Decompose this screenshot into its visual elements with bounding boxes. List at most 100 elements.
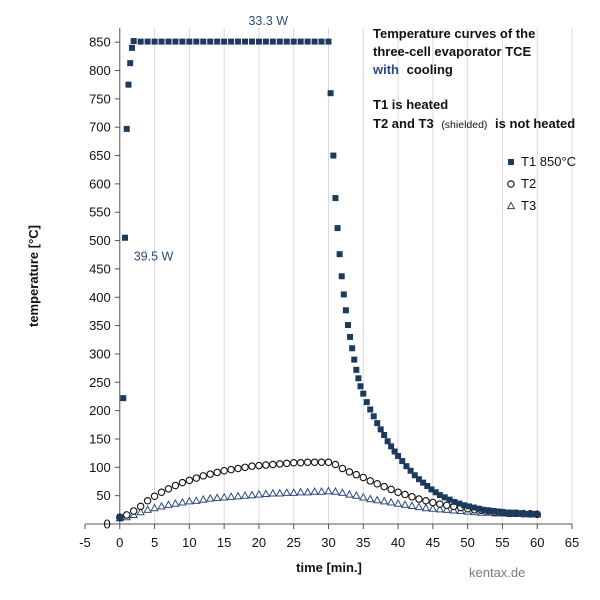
point-t2-2 xyxy=(129,507,138,515)
point-t1-16 xyxy=(193,38,200,45)
point-t2-20 xyxy=(255,461,263,470)
point-t2-8 xyxy=(171,481,180,490)
y-tick-label-550: 550 xyxy=(89,205,111,220)
y-tick-label-300: 300 xyxy=(89,346,111,361)
point-t2-38 xyxy=(380,482,388,491)
title-line-3: with cooling xyxy=(372,62,453,77)
point-t1-64 xyxy=(407,467,414,474)
series-t1 xyxy=(116,38,541,521)
legend-marker-t2 xyxy=(507,180,515,188)
point-t2-14 xyxy=(213,468,221,477)
point-t3-10 xyxy=(185,496,194,505)
point-t3-5 xyxy=(150,503,159,512)
point-t1-72 xyxy=(441,494,448,501)
x-tick-label-55: 55 xyxy=(495,535,509,550)
legend-label-t1: T1 850°C xyxy=(521,154,576,169)
point-t3-18 xyxy=(240,491,250,499)
legend-marker-t3 xyxy=(506,201,516,210)
watermark: kentax.de xyxy=(469,565,525,580)
point-t1-62 xyxy=(399,458,406,465)
point-t2-28 xyxy=(310,458,319,466)
cooling-highlight: with xyxy=(372,62,399,77)
point-t3-14 xyxy=(212,493,222,502)
point-t1-85 xyxy=(504,509,511,516)
point-t1-11 xyxy=(158,38,165,45)
point-t1-46 xyxy=(349,345,356,352)
tick-labels: -5 0 5 10 15 20 25 30 35 40 45 50 55 60 65050100150200… xyxy=(79,35,579,550)
point-t1-67 xyxy=(420,479,427,486)
point-t1-0 xyxy=(116,514,123,521)
point-t1-32 xyxy=(304,38,311,45)
x-tick-label-25: 25 xyxy=(286,535,300,550)
point-t2-30 xyxy=(324,458,333,466)
point-t1-71 xyxy=(436,492,443,499)
point-t2-5 xyxy=(150,492,159,500)
y-tick-label-50: 50 xyxy=(96,488,110,503)
point-t3-29 xyxy=(317,487,326,495)
point-t1-75 xyxy=(456,500,463,507)
point-t2-16 xyxy=(227,465,235,474)
point-t1-4 xyxy=(125,81,132,88)
point-t2-19 xyxy=(248,462,256,470)
point-t2-34 xyxy=(352,470,361,479)
cooling-word: cooling xyxy=(407,62,453,77)
point-t2-43 xyxy=(415,495,423,503)
point-t3-19 xyxy=(247,490,257,499)
point-t3-24 xyxy=(282,488,292,496)
point-t1-65 xyxy=(411,472,418,479)
point-t1-83 xyxy=(495,508,502,515)
point-t2-44 xyxy=(422,497,430,505)
y-tick-label-750: 750 xyxy=(89,91,111,106)
point-t2-41 xyxy=(401,490,409,499)
point-t1-3 xyxy=(123,125,130,132)
point-t1-73 xyxy=(446,496,453,503)
point-t1-52 xyxy=(363,399,370,406)
x-tick-label-40: 40 xyxy=(391,535,405,550)
point-t2-29 xyxy=(317,458,326,466)
x-tick-label--5: -5 xyxy=(79,535,91,550)
point-t1-13 xyxy=(172,38,179,45)
point-t3-7 xyxy=(164,500,173,508)
y-axis-label: temperature [°C] xyxy=(26,225,41,327)
point-t3-25 xyxy=(289,488,298,496)
point-t2-33 xyxy=(345,468,354,476)
point-t2-3 xyxy=(136,502,145,511)
point-t1-14 xyxy=(179,38,186,45)
point-t2-6 xyxy=(157,488,166,497)
point-t3-31 xyxy=(331,487,340,495)
annotations: 33.3 W 39.5 W xyxy=(134,14,289,263)
point-t2-40 xyxy=(394,488,402,497)
x-tick-label-15: 15 xyxy=(217,535,231,550)
point-t2-17 xyxy=(234,464,242,473)
point-t1-53 xyxy=(367,406,374,413)
not-heated-part-b: is not heated xyxy=(495,116,575,131)
point-t3-36 xyxy=(365,494,375,503)
point-t1-39 xyxy=(334,225,341,232)
point-t1-1 xyxy=(120,395,127,402)
point-t1-76 xyxy=(461,502,468,509)
point-t1-23 xyxy=(242,38,249,45)
point-t1-21 xyxy=(228,38,235,45)
y-tick-label-850: 850 xyxy=(89,35,111,50)
x-tick-label-65: 65 xyxy=(565,535,579,550)
point-t3-45 xyxy=(428,504,438,512)
axes xyxy=(84,28,573,529)
point-t2-35 xyxy=(359,473,368,482)
point-t2-42 xyxy=(408,493,416,501)
point-t3-33 xyxy=(345,489,354,498)
point-t1-50 xyxy=(357,383,364,390)
point-t1-2 xyxy=(122,234,129,241)
y-tick-label-150: 150 xyxy=(89,431,111,446)
point-t3-23 xyxy=(275,488,285,497)
point-t2-21 xyxy=(262,461,270,469)
chart-title: Temperature curves of the three-cell eva… xyxy=(372,26,535,77)
point-t3-21 xyxy=(261,489,271,498)
point-t1-36 xyxy=(327,90,334,97)
point-t1-45 xyxy=(347,333,354,340)
point-t1-78 xyxy=(470,504,477,511)
y-tick-label-650: 650 xyxy=(89,148,111,163)
point-t2-31 xyxy=(331,460,340,469)
point-t2-23 xyxy=(276,460,284,468)
point-t1-77 xyxy=(466,503,473,510)
point-t1-26 xyxy=(262,38,269,45)
